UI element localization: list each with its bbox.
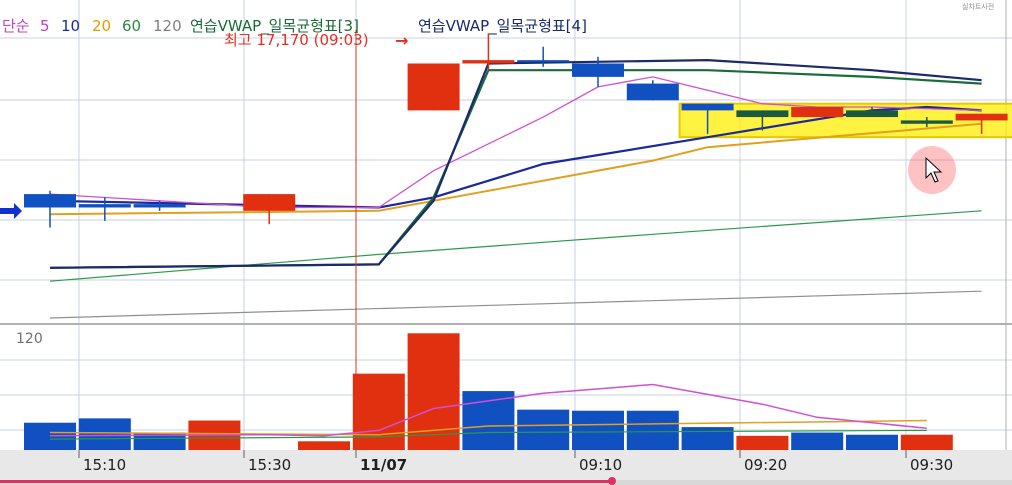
candle[interactable]: [133, 200, 186, 211]
scroll-progress: [0, 480, 612, 483]
volume-ma-label: 120: [16, 331, 43, 347]
candle[interactable]: [736, 110, 789, 131]
candle-body: [626, 83, 679, 101]
candle-body: [462, 60, 515, 64]
candle[interactable]: [78, 197, 131, 221]
high-price-label: 최고 17,170 (09:03): [224, 31, 369, 49]
candle[interactable]: [462, 33, 515, 71]
line-ma120: [49, 290, 982, 319]
candle-body: [572, 63, 624, 77]
candle[interactable]: [517, 46, 570, 67]
candle[interactable]: [572, 56, 624, 87]
line-ma20: [49, 122, 982, 216]
candle[interactable]: [407, 63, 460, 111]
candle-body: [900, 120, 953, 124]
left-arrow-icon: [0, 203, 22, 219]
candle-body: [24, 194, 76, 208]
candle[interactable]: [846, 107, 898, 118]
volume-bar[interactable]: [78, 418, 131, 450]
price-indicator-lines: [49, 58, 982, 319]
legend-item: 120: [153, 17, 182, 35]
scroll-thumb[interactable]: [608, 477, 616, 485]
candle-body: [407, 63, 460, 111]
candle[interactable]: [626, 80, 679, 101]
x-axis-background: [0, 450, 1012, 485]
volume-bar[interactable]: [133, 432, 186, 450]
volume-bars[interactable]: [24, 333, 953, 450]
x-tick-label: 11/07: [360, 456, 407, 474]
candle-body: [133, 204, 186, 208]
candle-body: [791, 107, 844, 118]
candle-body: [736, 110, 789, 118]
x-tick-label: 15:10: [83, 456, 126, 474]
cursor-icon: [908, 146, 956, 194]
candle-body: [955, 113, 1008, 121]
legend-item: 60: [122, 17, 141, 35]
x-tick-label: 09:20: [744, 456, 787, 474]
volume-ma5-line: [49, 383, 927, 437]
volume-bar[interactable]: [517, 409, 570, 450]
volume-bar[interactable]: [298, 441, 350, 450]
volume-bar[interactable]: [900, 434, 953, 450]
legend-item: 10: [61, 17, 80, 35]
candle-body: [846, 110, 898, 118]
volume-bar[interactable]: [352, 373, 405, 450]
legend-item: 연습VWAP_일목균형표[4]: [418, 17, 587, 36]
panel-divider: [0, 323, 1012, 325]
line-ma5: [49, 76, 982, 209]
candle[interactable]: [955, 113, 1008, 134]
volume-bar[interactable]: [791, 432, 844, 450]
candle[interactable]: [900, 117, 953, 128]
volume-ma-lines: [49, 383, 927, 440]
candle-body: [243, 194, 296, 211]
candle[interactable]: [791, 107, 844, 118]
candle-body: [681, 103, 734, 111]
x-tick-label: 15:30: [248, 456, 291, 474]
volume-bar[interactable]: [626, 410, 679, 450]
legend-item: 5: [40, 17, 50, 35]
high-price-arrow: →: [395, 31, 408, 50]
volume-bar[interactable]: [846, 434, 898, 450]
volume-bar[interactable]: [736, 435, 789, 450]
candle[interactable]: [681, 103, 734, 134]
legend-item: 20: [92, 17, 111, 35]
volume-bar[interactable]: [681, 427, 734, 450]
volume-ma20-line: [49, 419, 927, 436]
legend-item: 연습VWAP_일목균형표[3]: [190, 17, 359, 36]
candle-body: [78, 204, 131, 208]
volume-bar[interactable]: [572, 410, 624, 450]
volume-ma60-line: [49, 429, 927, 440]
legend: 단순 5 10 20 60 120 연습VWAP_일목균형표[3] 연습VWAP…: [2, 17, 587, 36]
x-tick-label: 09:30: [910, 456, 953, 474]
x-tick-label: 09:10: [579, 456, 622, 474]
candle[interactable]: [24, 190, 76, 228]
candles[interactable]: [24, 33, 1008, 228]
legend-item: 단순: [2, 17, 30, 35]
candle[interactable]: [243, 194, 296, 225]
line-ma10: [49, 105, 982, 209]
corner-badge: 실차트사전: [962, 2, 994, 11]
x-axis: 15:10 15:30 11/07 09:10 09:20 09:30: [78, 450, 953, 474]
candle-body: [517, 60, 570, 63]
volume-bar[interactable]: [462, 391, 515, 450]
line-ma60: [49, 210, 982, 282]
